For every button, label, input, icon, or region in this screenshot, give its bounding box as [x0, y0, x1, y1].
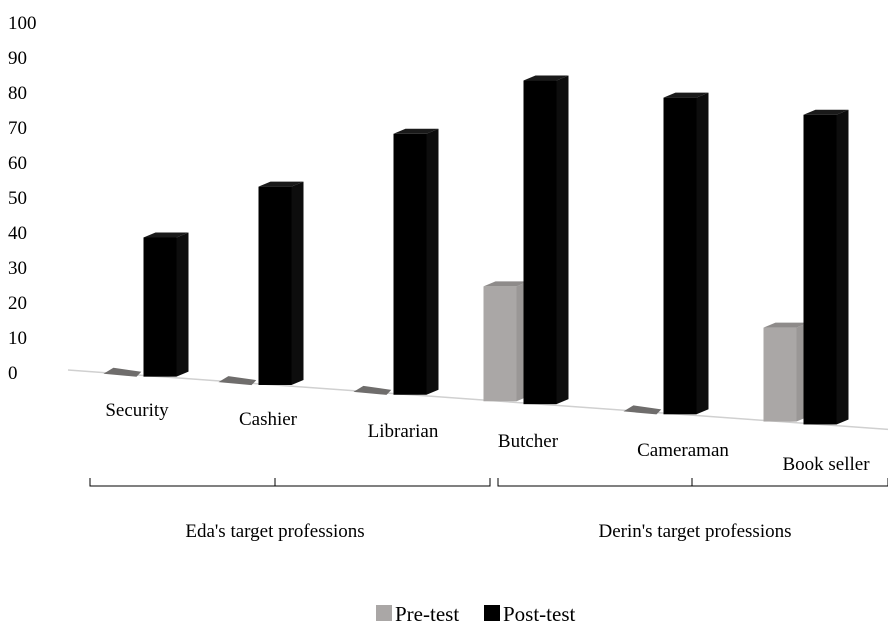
legend-item-pre-test: Pre-test	[376, 602, 459, 626]
bar-top-face	[523, 75, 569, 81]
group-label: Derin's target professions	[598, 521, 791, 542]
bar-top-face	[763, 322, 809, 328]
y-tick-label: 40	[8, 223, 27, 244]
bar-top-face	[393, 128, 439, 134]
group-bracket	[89, 478, 491, 487]
legend-item-post-test: Post-test	[484, 602, 576, 626]
y-tick-label: 80	[8, 83, 27, 104]
legend-swatch	[484, 605, 500, 621]
bar-side-face	[836, 109, 849, 425]
bar-post-test-librarian	[393, 128, 439, 395]
bar-top-face	[258, 181, 304, 187]
group-brackets: Eda's target professions Derin's target p…	[89, 478, 888, 542]
bar-post-test-cameraman	[663, 92, 709, 415]
category-label-book-seller: Book seller	[782, 454, 870, 475]
category-label-cashier: Cashier	[239, 409, 298, 430]
y-tick-label: 20	[8, 293, 27, 314]
bar-top-face	[143, 232, 189, 238]
bar-front-face	[523, 80, 557, 405]
legend: Pre-test Post-test	[376, 602, 576, 626]
y-tick-label: 10	[8, 328, 27, 349]
y-tick-label: 30	[8, 258, 27, 279]
bar-post-test-security	[143, 232, 189, 377]
y-tick-label: 90	[8, 48, 27, 69]
bar-front-face	[763, 327, 797, 422]
y-tick-label: 0	[8, 363, 18, 384]
bar-post-test-butcher	[523, 75, 569, 405]
bar-pre-test-librarian	[353, 385, 392, 395]
bar-front-face	[393, 133, 427, 395]
bar-flat-face	[353, 385, 392, 395]
bar-pre-test-cashier	[218, 376, 257, 386]
bar-top-face	[663, 92, 709, 98]
group-label: Eda's target professions	[185, 521, 364, 542]
bar-side-face	[291, 181, 304, 385]
bar-flat-face	[218, 376, 257, 386]
bars	[103, 75, 849, 425]
category-label-librarian: Librarian	[368, 421, 439, 442]
y-tick-label: 60	[8, 153, 27, 174]
group-1: Eda's target professions	[89, 478, 491, 542]
category-label-butcher: Butcher	[498, 431, 559, 452]
group-bracket	[497, 478, 888, 487]
chart-floor-line	[67, 369, 888, 431]
y-tick-label: 50	[8, 188, 27, 209]
bar-post-test-book-seller	[803, 109, 849, 425]
bar-post-test-cashier	[258, 181, 304, 385]
bar-flat-face	[623, 405, 662, 415]
bar-pre-test-butcher	[483, 281, 529, 402]
bar-side-face	[176, 232, 189, 377]
y-tick-label: 70	[8, 118, 27, 139]
bar-front-face	[663, 97, 697, 415]
bar-top-face	[803, 109, 849, 115]
bar-pre-test-book-seller	[763, 322, 809, 422]
bar-pre-test-security	[103, 367, 142, 377]
y-axis-ticks: 0 10 20 30 40 50 60 70 80 90 100	[8, 13, 37, 384]
category-label-security: Security	[105, 400, 169, 421]
bar-side-face	[696, 92, 709, 415]
bar-front-face	[258, 186, 292, 385]
bar-front-face	[803, 114, 837, 425]
group-2: Derin's target professions	[497, 478, 888, 542]
category-labels: Security Cashier Librarian Butcher Cameraman…	[105, 400, 870, 475]
bar-side-face	[426, 128, 439, 395]
bar-front-face	[143, 237, 177, 377]
bar-top-face	[483, 281, 529, 287]
bar-pre-test-cameraman	[623, 405, 662, 415]
legend-label: Post-test	[503, 602, 576, 626]
legend-swatch	[376, 605, 392, 621]
legend-label: Pre-test	[395, 602, 459, 626]
bar-side-face	[556, 75, 569, 405]
category-label-cameraman: Cameraman	[637, 440, 729, 461]
bar-flat-face	[103, 367, 142, 377]
y-tick-label: 100	[8, 13, 37, 34]
bar-front-face	[483, 286, 517, 402]
